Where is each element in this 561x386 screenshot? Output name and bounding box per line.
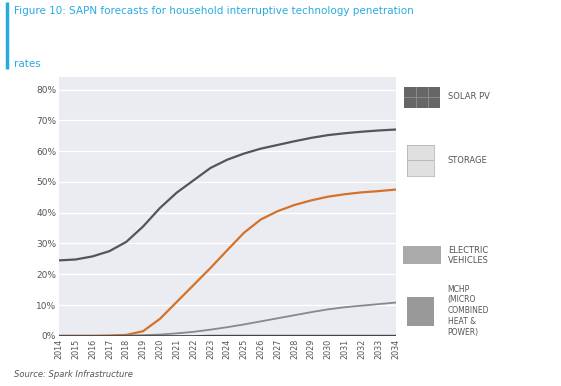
- Text: ELECTRIC
VEHICLES: ELECTRIC VEHICLES: [448, 245, 489, 266]
- Text: Figure 10: SAPN forecasts for household interruptive technology penetration: Figure 10: SAPN forecasts for household …: [14, 6, 414, 16]
- Text: Source: Spark Infrastructure: Source: Spark Infrastructure: [14, 370, 133, 379]
- Text: SOLAR PV: SOLAR PV: [448, 92, 490, 101]
- Text: STORAGE: STORAGE: [448, 156, 488, 166]
- Text: rates: rates: [14, 59, 41, 69]
- Text: MCHP
(MICRO
COMBINED
HEAT &
POWER): MCHP (MICRO COMBINED HEAT & POWER): [448, 285, 489, 337]
